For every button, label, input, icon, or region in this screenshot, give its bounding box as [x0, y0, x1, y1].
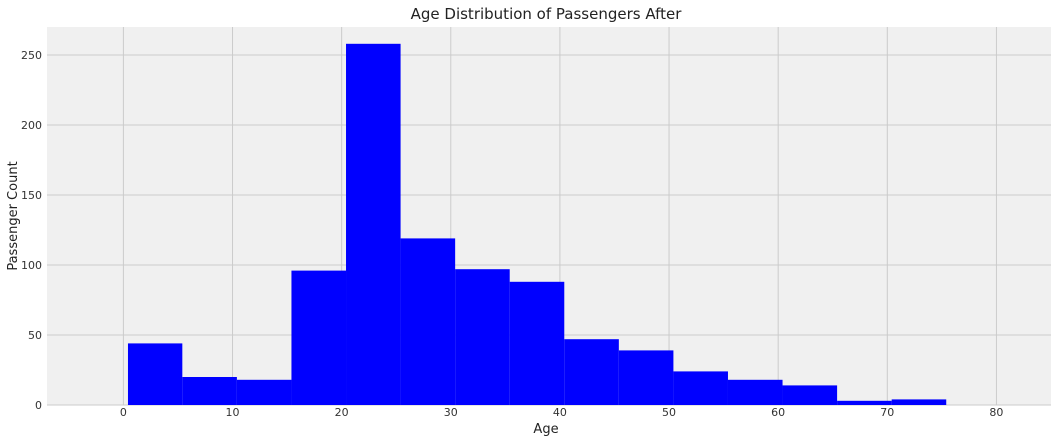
x-tick-label: 0 — [120, 406, 127, 419]
histogram-bar — [837, 400, 892, 405]
x-tick-label: 80 — [989, 406, 1003, 419]
y-tick-label: 100 — [21, 259, 42, 272]
histogram-bar — [182, 377, 237, 405]
x-tick-label: 50 — [662, 406, 676, 419]
chart-title: Age Distribution of Passengers After — [411, 5, 683, 23]
histogram-bar — [727, 379, 783, 405]
histogram-bar — [236, 379, 292, 405]
x-tick-label: 40 — [553, 406, 567, 419]
x-tick-label: 70 — [880, 406, 894, 419]
histogram-bar — [455, 269, 510, 405]
y-axis-label: Passenger Count — [6, 161, 21, 270]
histogram-bar — [618, 350, 674, 405]
histogram-bar — [127, 343, 183, 405]
histogram-bar — [291, 270, 347, 405]
x-tick-labels: 0 10 20 30 40 50 60 70 80 — [120, 406, 1004, 419]
x-tick-label: 60 — [771, 406, 785, 419]
y-tick-label: 200 — [21, 119, 42, 132]
y-tick-labels: 0 50 100 150 200 250 — [21, 49, 42, 412]
histogram-bar — [400, 238, 456, 405]
y-tick-label: 0 — [35, 399, 42, 412]
histogram-bar — [673, 371, 728, 405]
histogram-bar — [509, 281, 565, 405]
histogram-bar — [782, 385, 838, 405]
x-tick-label: 20 — [335, 406, 349, 419]
bars — [127, 43, 947, 406]
y-tick-label: 50 — [28, 329, 42, 342]
y-tick-label: 250 — [21, 49, 42, 62]
x-axis-label: Age — [533, 422, 558, 437]
x-tick-label: 10 — [226, 406, 240, 419]
histogram-bar — [564, 339, 619, 405]
histogram-bar — [346, 43, 401, 406]
x-tick-label: 30 — [444, 406, 458, 419]
histogram-bar — [891, 399, 947, 405]
y-tick-label: 150 — [21, 189, 42, 202]
